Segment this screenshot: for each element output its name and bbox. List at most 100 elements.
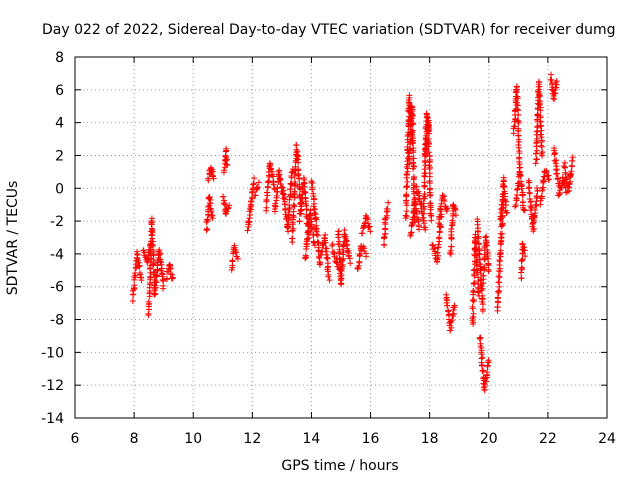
data-point — [312, 215, 319, 222]
data-point — [421, 179, 428, 186]
data-point — [500, 182, 507, 189]
data-point — [543, 168, 550, 175]
data-point — [150, 261, 157, 268]
data-point — [483, 233, 490, 240]
data-point — [290, 225, 297, 232]
data-point — [470, 319, 477, 326]
data-point — [481, 381, 488, 388]
data-point — [414, 189, 421, 196]
data-point — [448, 228, 455, 235]
data-point — [519, 256, 526, 263]
data-point — [442, 204, 449, 211]
data-point — [474, 235, 481, 242]
data-point — [226, 202, 233, 209]
x-tick-label: 10 — [184, 431, 202, 447]
data-point — [406, 153, 413, 160]
data-point — [403, 213, 410, 220]
data-point — [479, 301, 486, 308]
data-point — [402, 212, 409, 219]
data-point — [470, 296, 477, 303]
data-point — [536, 93, 543, 100]
data-point — [153, 273, 160, 280]
data-point — [496, 258, 503, 265]
data-point — [469, 305, 476, 312]
data-point — [444, 302, 451, 309]
data-point — [296, 210, 303, 217]
data-point — [535, 101, 542, 108]
data-point — [305, 228, 312, 235]
data-point — [207, 200, 214, 207]
data-point — [152, 277, 159, 284]
data-point — [532, 206, 539, 213]
data-point — [421, 151, 428, 158]
data-point — [485, 268, 492, 275]
x-tick-label: 16 — [362, 431, 380, 447]
data-point — [472, 246, 479, 253]
data-point — [136, 262, 143, 269]
data-point — [567, 172, 574, 179]
chart-title: Day 022 of 2022, Sidereal Day-to-day VTE… — [42, 22, 616, 38]
data-point — [539, 187, 546, 194]
data-point — [291, 179, 298, 186]
data-point — [131, 282, 138, 289]
data-point — [244, 227, 251, 234]
data-point — [291, 203, 298, 210]
data-point — [288, 181, 295, 188]
data-point — [220, 193, 227, 200]
data-point — [502, 202, 509, 209]
data-point — [550, 90, 557, 97]
data-point — [472, 239, 479, 246]
y-tick-label: 6 — [55, 83, 64, 99]
data-point — [514, 106, 521, 113]
data-point — [285, 223, 292, 230]
data-point — [516, 158, 523, 165]
x-tick-label: 12 — [243, 431, 261, 447]
data-point — [536, 101, 543, 108]
data-points — [129, 71, 576, 394]
data-point — [482, 234, 489, 241]
data-point — [380, 241, 387, 248]
data-point — [538, 142, 545, 149]
data-point — [150, 261, 157, 268]
data-point — [311, 195, 318, 202]
y-tick-label: -4 — [50, 247, 64, 263]
data-point — [515, 119, 522, 126]
data-point — [410, 149, 417, 156]
data-point — [533, 156, 540, 163]
data-point — [569, 157, 576, 164]
data-point — [436, 214, 443, 221]
data-point — [451, 302, 458, 309]
data-point — [335, 228, 342, 235]
data-point — [439, 192, 446, 199]
y-axis-label: SDTVAR / TECUs — [5, 181, 21, 296]
data-point — [499, 208, 506, 215]
data-point — [426, 180, 433, 187]
data-point — [536, 83, 543, 90]
data-point — [221, 167, 228, 174]
data-point — [484, 369, 491, 376]
data-point — [512, 202, 519, 209]
data-point — [229, 257, 236, 264]
data-point — [359, 230, 366, 237]
data-point — [408, 115, 415, 122]
data-point — [412, 205, 419, 212]
y-tick-label: -8 — [50, 313, 64, 329]
data-point — [409, 140, 416, 147]
data-point — [480, 272, 487, 279]
data-point — [520, 206, 527, 213]
data-point — [263, 196, 270, 203]
data-point — [443, 208, 450, 215]
data-point — [323, 254, 330, 261]
data-point — [314, 239, 321, 246]
data-point — [248, 189, 255, 196]
data-point — [362, 212, 369, 219]
y-tick-label: -14 — [41, 411, 64, 427]
data-point — [385, 199, 392, 206]
data-point — [530, 225, 537, 232]
data-point — [479, 285, 486, 292]
data-point — [205, 195, 212, 202]
data-point — [153, 279, 160, 286]
data-point — [289, 235, 296, 242]
data-point — [521, 247, 528, 254]
data-point — [426, 159, 433, 166]
